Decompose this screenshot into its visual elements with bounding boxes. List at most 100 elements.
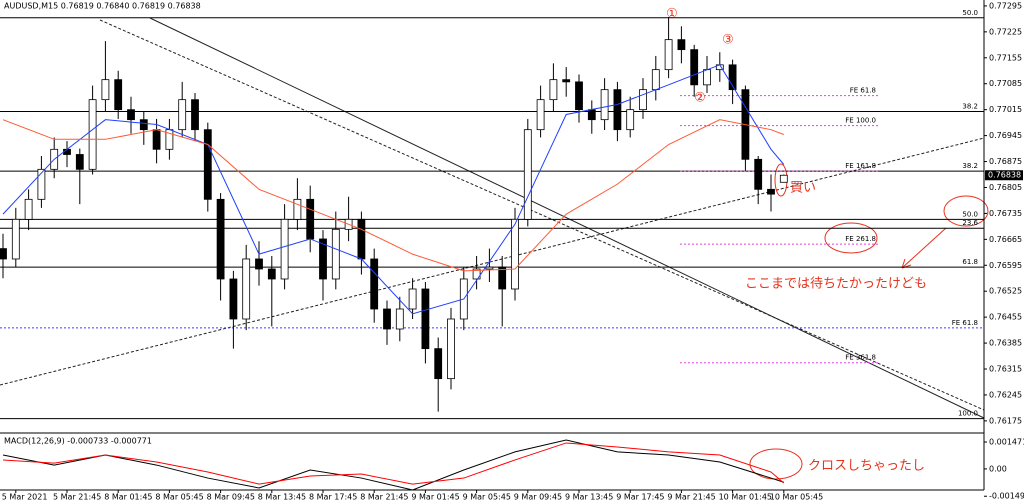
- y-tick-label: 0.77225: [989, 27, 1022, 36]
- highlight-ellipse: [749, 448, 803, 480]
- candle-body: [293, 198, 302, 220]
- candle-body: [485, 266, 494, 270]
- x-tick-label: 8 Mar 17:45: [309, 493, 357, 502]
- annotation: クロスしちゃったし: [808, 459, 925, 474]
- price-tag: [985, 170, 1023, 181]
- y-tick-label: 0.76735: [989, 209, 1022, 218]
- y-tick-label: 0.77155: [989, 53, 1022, 62]
- annotation: ③: [722, 33, 734, 48]
- price-tag-label: 0.76838: [988, 171, 1021, 180]
- candle-body: [255, 258, 263, 270]
- x-tick-label: 10 Mar 05:45: [770, 493, 823, 502]
- y-tick-label: 0.76665: [989, 235, 1022, 244]
- x-tick-label: 9 Mar 01:45: [411, 493, 459, 502]
- candle-body: [383, 308, 391, 330]
- x-tick-label: 8 Mar 21:45: [360, 493, 408, 502]
- level-label: FE 361.8: [845, 354, 876, 362]
- x-tick-label: 9 Mar 13:45: [565, 493, 613, 502]
- y-tick-label: 0.76455: [989, 313, 1022, 322]
- y-tick-label: 0.76595: [989, 261, 1022, 270]
- candle-body: [408, 288, 417, 310]
- candle-body: [0, 248, 7, 260]
- level-label: 50.0: [962, 210, 978, 218]
- y-tick-label: 0.77295: [989, 1, 1022, 10]
- candle-body: [754, 158, 763, 190]
- candle-body: [498, 266, 507, 290]
- candle-body: [11, 218, 20, 260]
- candle-body: [152, 129, 161, 150]
- indicator-line: [2, 442, 785, 485]
- level-label: 100.0: [958, 410, 978, 418]
- candle-body: [127, 109, 135, 121]
- candle-body: [677, 39, 686, 51]
- y-tick-label: 0.00: [989, 464, 1007, 473]
- candle-body: [267, 268, 276, 280]
- candle-body: [88, 99, 97, 170]
- level-label: 38.2: [962, 103, 978, 111]
- trend-line: [149, 17, 985, 419]
- candle-body: [434, 348, 443, 380]
- x-tick-label: 5 Mar 2021: [2, 493, 48, 502]
- y-tick-label: 0.76875: [989, 157, 1022, 166]
- indicator-title: MACD(12,26,9) -0.000733 -0.000771: [4, 437, 152, 446]
- candle-body: [319, 238, 327, 280]
- candle-body: [562, 79, 571, 83]
- candle-body: [306, 198, 315, 240]
- candle-body: [587, 109, 596, 121]
- candle-body: [357, 218, 366, 260]
- x-tick-label: 9 Mar 09:45: [514, 493, 562, 502]
- candle-body: [280, 218, 289, 280]
- candle-body: [331, 228, 340, 280]
- level-label: FE 261.8: [845, 235, 876, 243]
- y-tick-label: 0.001471: [989, 438, 1024, 447]
- chart-title: AUDUSD,M15 0.76819 0.76840 0.76819 0.768…: [4, 2, 201, 11]
- candle-body: [779, 174, 788, 183]
- x-tick-label: 10 Mar 01:45: [719, 493, 772, 502]
- level-label: FE 61.8: [952, 319, 978, 327]
- x-tick-label: 5 Mar 21:45: [53, 493, 101, 502]
- candle-body: [549, 79, 558, 101]
- level-label: 38.2: [962, 162, 978, 170]
- candle-body: [139, 119, 148, 131]
- annotation: ①: [666, 7, 678, 22]
- y-tick-label: 0.76385: [989, 339, 1022, 348]
- moving-average: [2, 64, 785, 315]
- y-tick-label: 0.76525: [989, 287, 1022, 296]
- candle-body: [242, 258, 251, 320]
- indicator-line: [2, 439, 784, 491]
- level-label: FE 61.8: [850, 87, 876, 95]
- y-tick-label: 0.76805: [989, 183, 1022, 192]
- trend-line: [99, 19, 985, 411]
- x-tick-label: 8 Mar 09:45: [207, 493, 255, 502]
- candle-body: [703, 69, 711, 86]
- y-tick-label: -0.001494: [989, 492, 1024, 501]
- x-tick-label: 9 Mar 05:45: [463, 493, 511, 502]
- candle-body: [229, 278, 238, 320]
- candle-body: [639, 89, 647, 111]
- moving-average: [2, 119, 784, 272]
- candle-body: [664, 39, 673, 71]
- y-tick-label: 0.76315: [989, 365, 1022, 374]
- candle-body: [216, 198, 225, 280]
- candle-body: [536, 99, 545, 131]
- y-tick-label: 0.76245: [989, 390, 1022, 399]
- trend-line: [0, 137, 985, 386]
- level-label: FE 100.0: [845, 117, 876, 125]
- candle-body: [114, 79, 123, 111]
- candle-body: [24, 198, 33, 220]
- highlight-ellipse: [943, 195, 989, 227]
- highlight-ellipse: [824, 222, 878, 254]
- candle-body: [370, 258, 379, 310]
- candle-body: [178, 99, 187, 131]
- annotation: 買い: [790, 181, 816, 196]
- x-tick-label: 9 Mar 21:45: [667, 493, 715, 502]
- candle-body: [690, 49, 699, 86]
- candle-body: [613, 89, 622, 131]
- y-tick-label: 0.76175: [989, 416, 1022, 425]
- x-tick-label: 8 Mar 05:45: [155, 493, 203, 502]
- x-tick-label: 8 Mar 01:45: [104, 493, 152, 502]
- candle-body: [600, 89, 609, 121]
- candle-body: [395, 308, 404, 330]
- y-tick-label: 0.77085: [989, 79, 1022, 88]
